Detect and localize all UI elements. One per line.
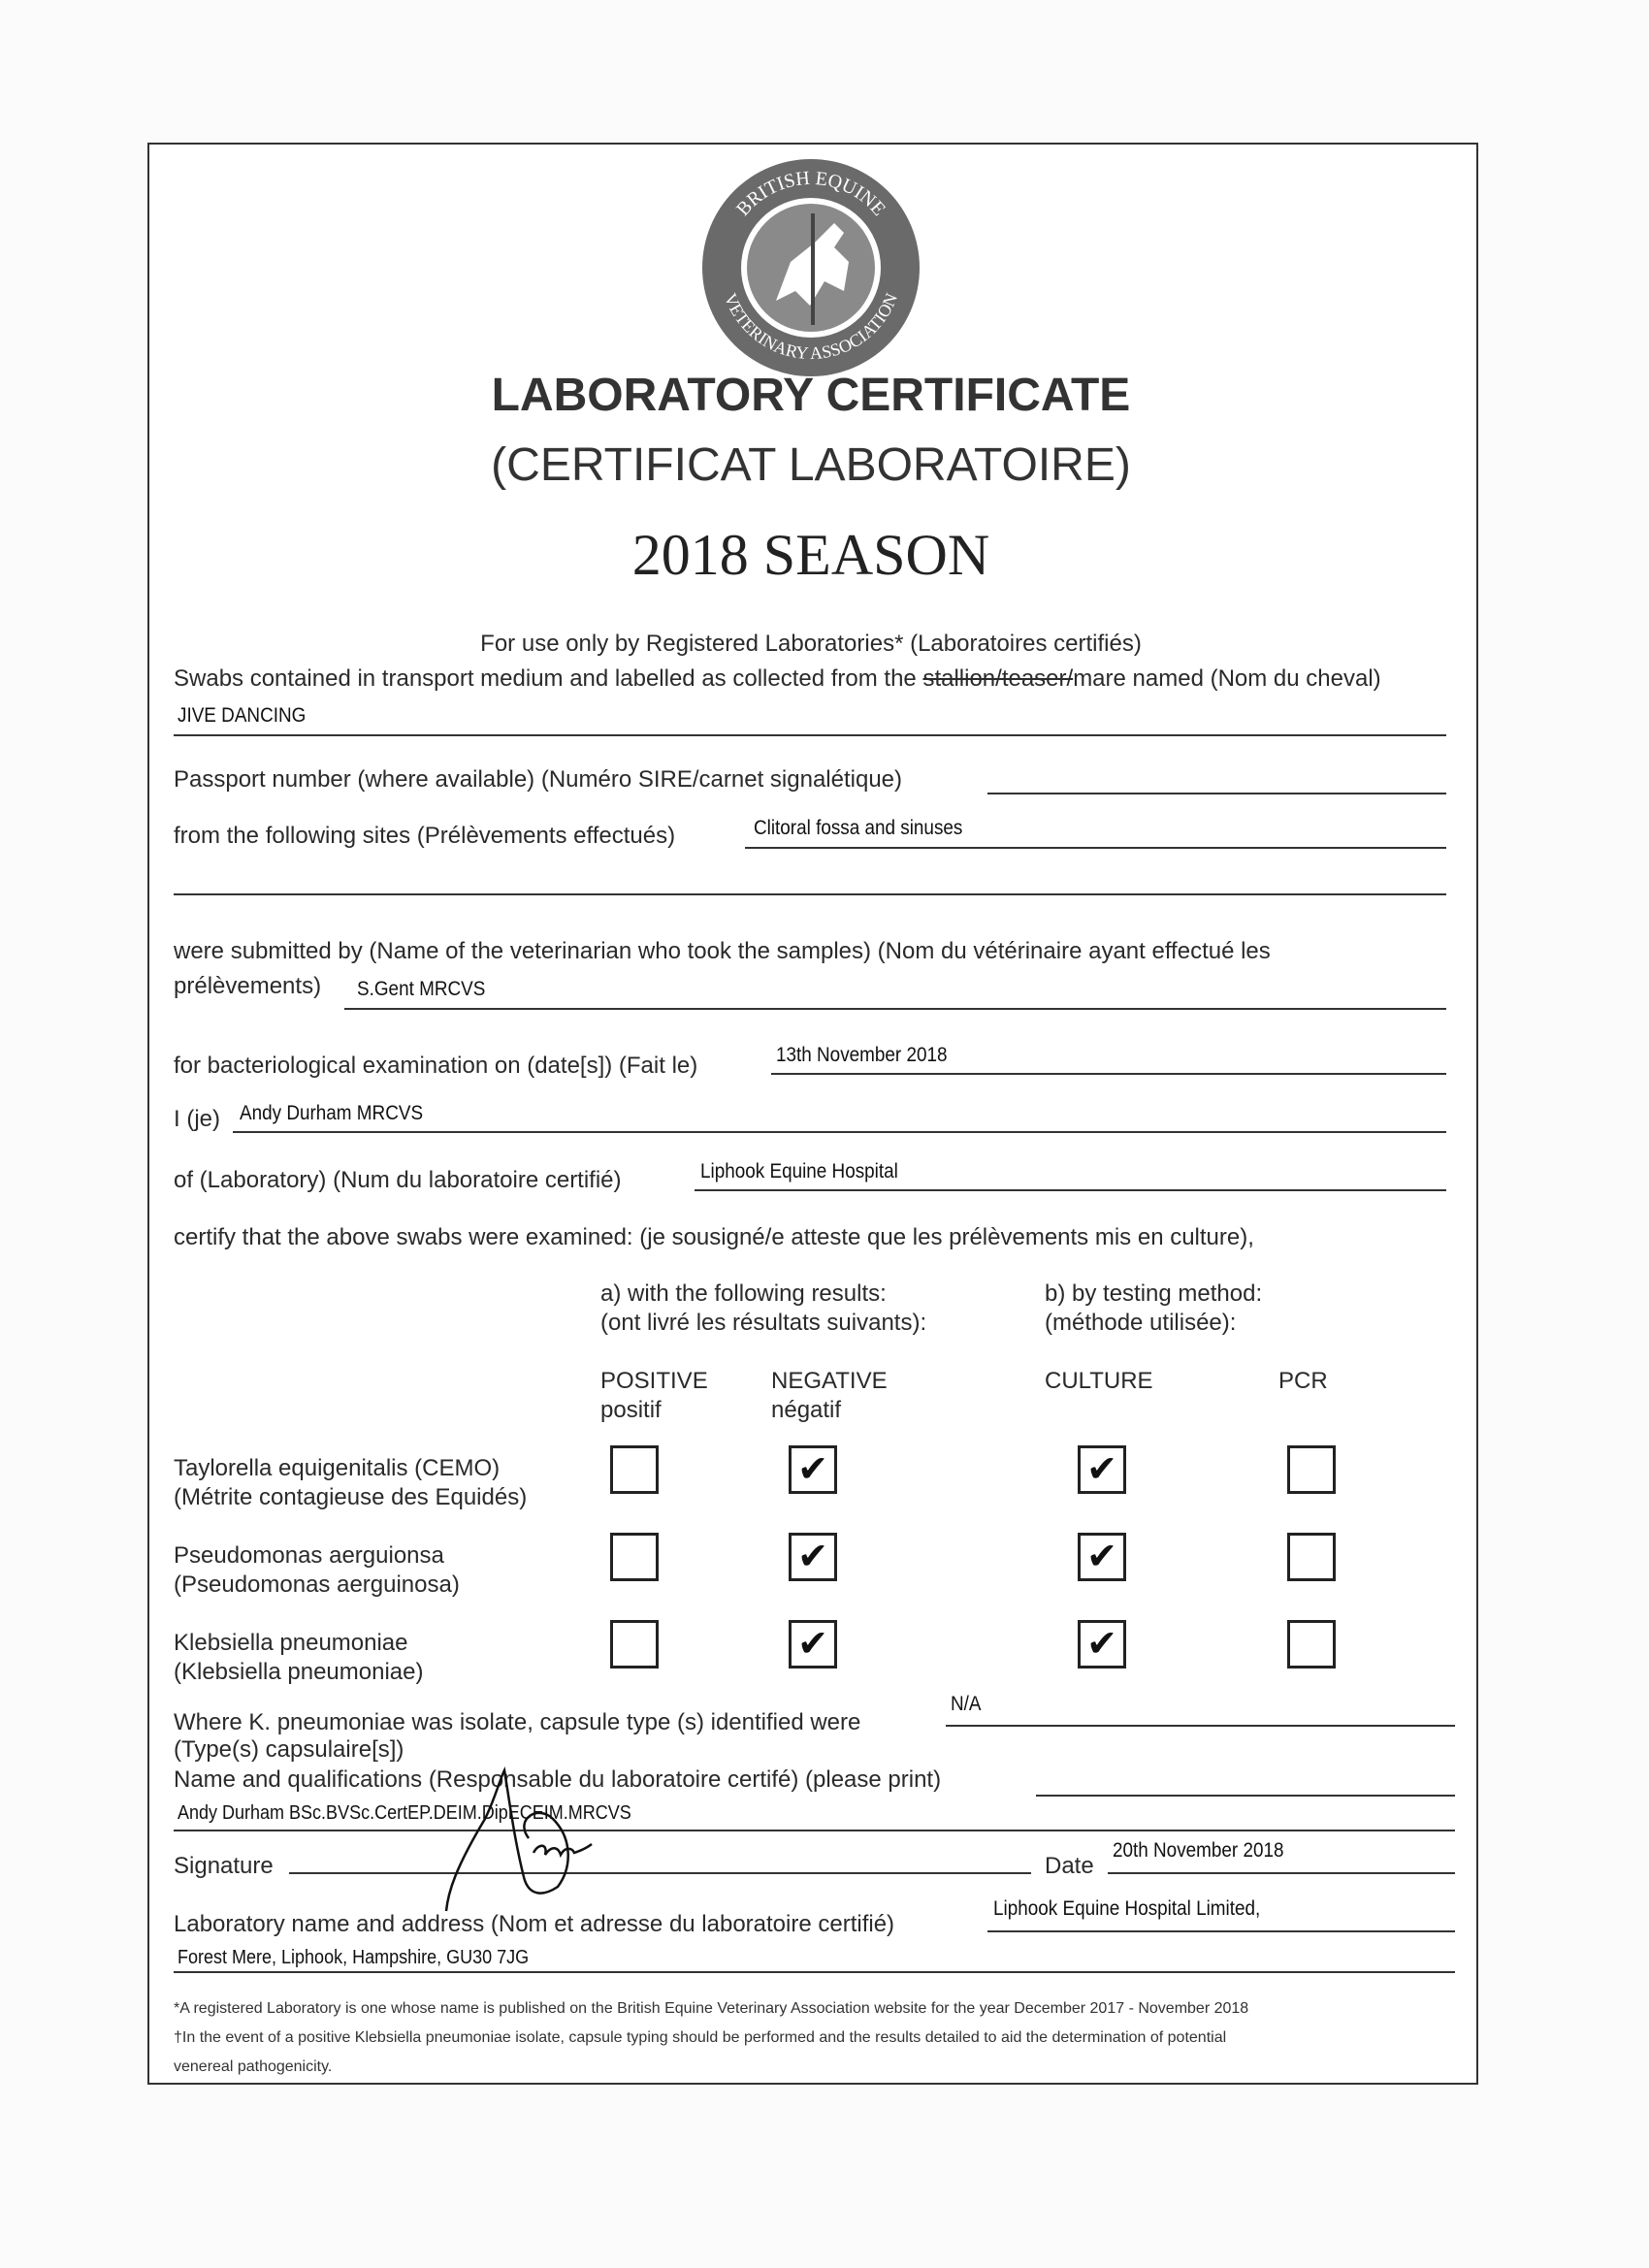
capsule-label: Where K. pneumoniae was isolate, capsule… [174,1709,861,1735]
lab-address-label: Laboratory name and address (Nom et adre… [174,1911,895,1937]
exam-date-label: for bacteriological examination on (date… [174,1053,698,1079]
positive-checkbox[interactable] [610,1620,659,1669]
negative-checkbox[interactable]: ✔ [789,1533,837,1581]
footnote: venereal pathogenicity. [174,2058,333,2075]
date-label: Date [1045,1853,1094,1879]
column-header-fr: positif [600,1397,662,1423]
column-header: CULTURE [1045,1368,1153,1394]
sites-value[interactable]: Clitoral fossa and sinuses [754,817,963,839]
results-header: a) with the following results: [600,1280,887,1307]
row-label-fr: (Pseudomonas aerguinosa) [174,1571,460,1598]
certificate-frame [147,143,1478,2085]
method-header-fr: (méthode utilisée): [1045,1310,1237,1336]
signature-image [444,1766,593,1912]
signature-label: Signature [174,1853,274,1879]
lab-address-value-1[interactable]: Liphook Equine Hospital Limited, [993,1897,1261,1920]
beva-logo: BRITISH EQUINE VETERINARY ASSOCIATION [702,159,920,376]
method-header: b) by testing method: [1045,1280,1263,1307]
culture-checkbox[interactable]: ✔ [1078,1533,1126,1581]
qualifications-value[interactable]: Andy Durham BSc.BVSc.CertEP.DEIM.DipECEI… [178,1802,631,1824]
lab-address-value-2[interactable]: Forest Mere, Liphook, Hampshire, GU30 7J… [178,1947,530,1968]
row-label: Pseudomonas aerguionsa [174,1542,444,1569]
row-label-fr: (Métrite contagieuse des Equidés) [174,1484,528,1510]
season: 2018 SEASON [631,523,990,587]
je-label: I (je) [174,1106,220,1132]
passport-field[interactable] [987,793,1446,794]
sites-label: from the following sites (Prélèvements e… [174,823,676,849]
submitted-label-2: prélèvements) [174,973,322,999]
title: LABORATORY CERTIFICATE [491,370,1131,421]
horse-name-value[interactable]: JIVE DANCING [178,704,307,727]
lab-value[interactable]: Liphook Equine Hospital [700,1160,898,1183]
lab-label: of (Laboratory) (Num du laboratoire cert… [174,1167,622,1193]
footnote: †In the event of a positive Klebsiella p… [174,2029,1227,2046]
column-header: NEGATIVE [771,1368,888,1394]
signature-field[interactable] [289,1872,1031,1874]
intro-text: For use only by Registered Laboratories*… [480,631,1142,657]
capsule-label-fr: (Type(s) capsulaire[s]) [174,1736,404,1763]
exam-date-value[interactable]: 13th November 2018 [776,1044,948,1066]
je-value[interactable]: Andy Durham MRCVS [240,1102,424,1124]
capsule-value[interactable]: N/A [951,1693,982,1715]
row-label: Taylorella equigenitalis (CEMO) [174,1455,501,1481]
culture-checkbox[interactable]: ✔ [1078,1620,1126,1669]
certify-text: certify that the above swabs were examin… [174,1224,1254,1250]
submitted-label: were submitted by (Name of the veterinar… [174,938,1271,964]
qualifications-label: Name and qualifications (Responsable du … [174,1766,942,1793]
positive-checkbox[interactable] [610,1445,659,1494]
positive-checkbox[interactable] [610,1533,659,1581]
column-header: PCR [1278,1368,1328,1394]
submitted-value[interactable]: S.Gent MRCVS [357,978,486,1000]
swabs-label: Swabs contained in transport medium and … [174,665,1381,692]
subtitle: (CERTIFICAT LABORATOIRE) [491,439,1131,491]
pcr-checkbox[interactable] [1287,1445,1336,1494]
pcr-checkbox[interactable] [1287,1620,1336,1669]
footnote: *A registered Laboratory is one whose na… [174,2000,1249,2017]
passport-label: Passport number (where available) (Numér… [174,766,903,793]
results-header-fr: (ont livré les résultats suivants): [600,1310,927,1336]
column-header: POSITIVE [600,1368,708,1394]
pcr-checkbox[interactable] [1287,1533,1336,1581]
column-header-fr: négatif [771,1397,842,1423]
date-value[interactable]: 20th November 2018 [1113,1839,1284,1862]
negative-checkbox[interactable]: ✔ [789,1620,837,1669]
culture-checkbox[interactable]: ✔ [1078,1445,1126,1494]
row-label: Klebsiella pneumoniae [174,1630,408,1656]
row-label-fr: (Klebsiella pneumoniae) [174,1659,424,1685]
negative-checkbox[interactable]: ✔ [789,1445,837,1494]
